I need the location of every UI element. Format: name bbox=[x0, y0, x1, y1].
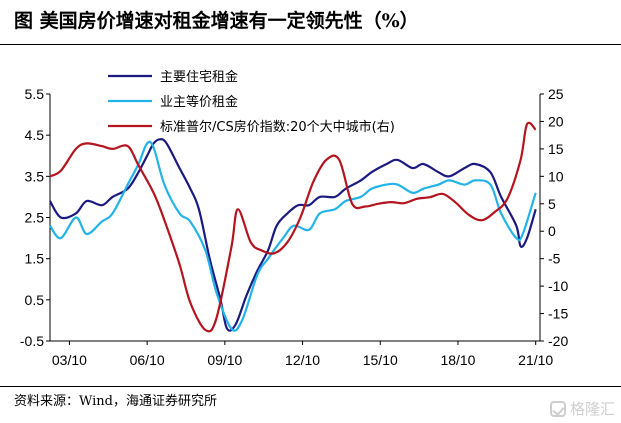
x-tick-label: 21/10 bbox=[518, 352, 553, 368]
chart-title: 图 美国房价增速对租金增速有一定领先性（%） bbox=[14, 10, 419, 32]
left-tick-label: 3.5 bbox=[25, 168, 45, 184]
source-note: 资料来源：Wind，海通证券研究所 bbox=[14, 394, 217, 409]
series-layer bbox=[49, 121, 537, 333]
right-tick-label: 25 bbox=[548, 86, 564, 102]
series-line-1 bbox=[49, 138, 537, 332]
x-tick-label: 03/10 bbox=[52, 352, 87, 368]
x-tick-label: 06/10 bbox=[130, 352, 165, 368]
left-tick-label: -0.5 bbox=[20, 333, 44, 349]
axes-layer: 5.5 4.5 3.5 2.5 1.5 0.5 -0.5 25 20 15 10 5 0 -5 -10 -15… bbox=[20, 86, 569, 368]
x-tick-label: 12/10 bbox=[285, 352, 320, 368]
right-tick-label: -15 bbox=[548, 306, 568, 322]
right-tick-label: 10 bbox=[548, 168, 564, 184]
left-tick-label: 0.5 bbox=[25, 292, 45, 308]
title-rule bbox=[0, 44, 621, 45]
legend-label-2: 业主等价租金 bbox=[160, 94, 238, 110]
left-tick-label: 2.5 bbox=[25, 210, 45, 226]
watermark-text: 格隆汇 bbox=[569, 400, 615, 418]
right-tick-label: -10 bbox=[548, 278, 568, 294]
x-tick-label: 18/10 bbox=[440, 352, 475, 368]
legend-label-1: 主要住宅租金 bbox=[160, 69, 238, 85]
x-tick-label: 09/10 bbox=[207, 352, 242, 368]
right-tick-label: -20 bbox=[548, 333, 568, 349]
right-tick-label: 20 bbox=[548, 113, 564, 129]
right-tick-label: 0 bbox=[548, 223, 556, 239]
watermark-logo-icon bbox=[549, 400, 566, 417]
line-chart: 5.5 4.5 3.5 2.5 1.5 0.5 -0.5 25 20 15 10 5 0 -5 -10 -15… bbox=[20, 69, 569, 368]
source-rule bbox=[0, 386, 621, 387]
watermark: 格隆汇 bbox=[549, 398, 615, 419]
right-tick-label: 5 bbox=[548, 196, 556, 212]
series-line-3 bbox=[49, 121, 537, 333]
right-tick-label: -5 bbox=[548, 251, 561, 267]
left-tick-label: 4.5 bbox=[25, 127, 45, 143]
left-tick-label: 5.5 bbox=[25, 86, 45, 102]
x-tick-label: 15/10 bbox=[363, 352, 398, 368]
legend-label-3: 标准普尔/CS房价指数:20个大中城市(右) bbox=[160, 119, 395, 135]
right-tick-label: 15 bbox=[548, 141, 564, 157]
left-tick-label: 1.5 bbox=[25, 251, 45, 267]
series-line-2 bbox=[49, 140, 537, 332]
